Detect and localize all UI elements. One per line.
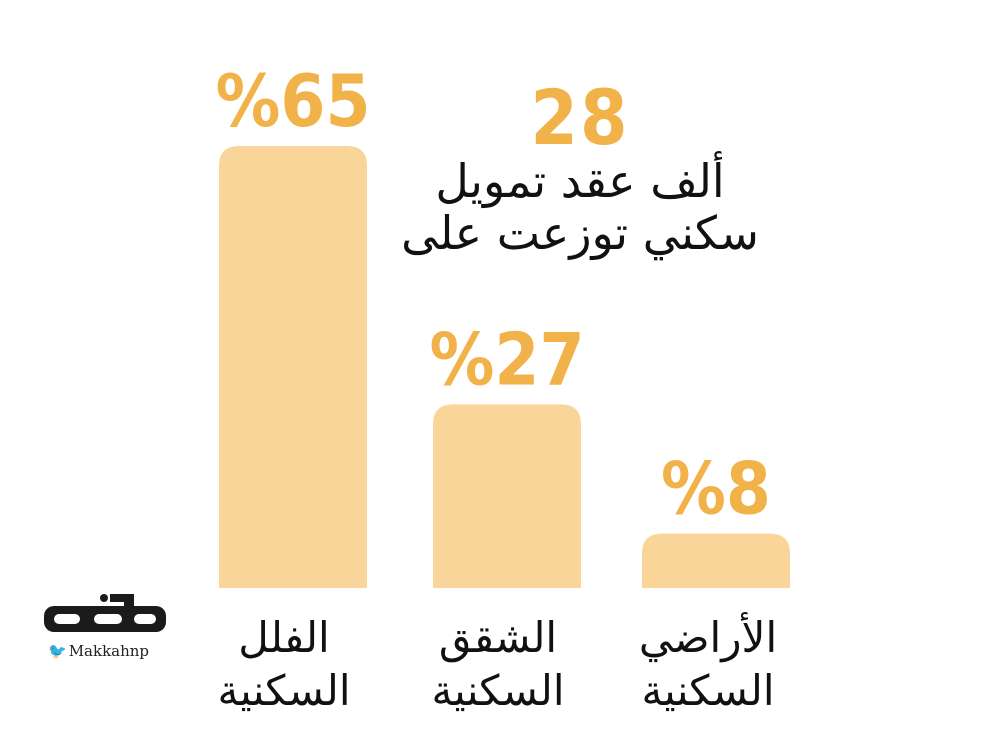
bar-lands [642, 533, 790, 588]
headline-number: 28 [530, 73, 630, 162]
twitter-bird-icon: 🐦 [48, 642, 67, 660]
value-label-lands: %8 [661, 447, 771, 531]
headline: 28 ألف عقد تمويل سكني توزعت على [380, 80, 780, 259]
category-label-lands: الأراضي السكنية [608, 612, 808, 717]
bar-apartments [433, 404, 581, 588]
category-label-line: السكنية [217, 665, 351, 715]
social-handle: 🐦 Makkahnp [48, 642, 149, 660]
category-label-apartments: الشقق السكنية [398, 612, 598, 717]
category-label-line: الأراضي [638, 613, 778, 662]
makkah-logo-mark [44, 594, 166, 632]
category-label-line: السكنية [431, 665, 565, 715]
category-label-villas: الفلل السكنية [184, 612, 384, 717]
bar-villas [219, 146, 367, 588]
category-label-line: الشقق [438, 613, 558, 662]
social-handle-text: Makkahnp [68, 642, 150, 660]
headline-line-1: ألف عقد تمويل [435, 154, 725, 208]
category-label-line: الفلل [238, 613, 330, 662]
value-label-villas: %65 [215, 59, 370, 143]
headline-line-2: سكني توزعت على [401, 205, 759, 260]
value-label-apartments: %27 [429, 317, 584, 401]
makkah-logo: 🐦 Makkahnp [40, 590, 170, 670]
category-label-line: السكنية [641, 665, 775, 715]
